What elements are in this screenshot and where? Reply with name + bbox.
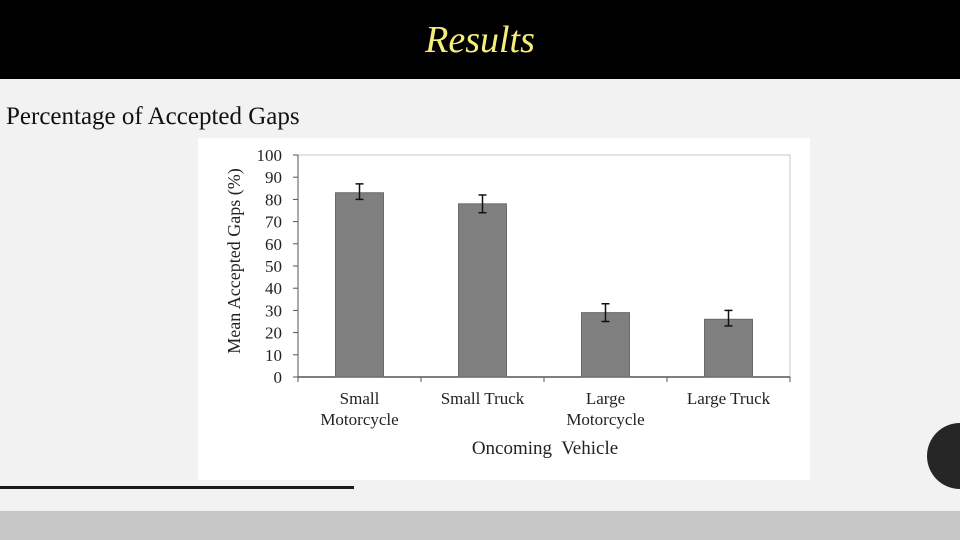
y-tick-label: 10 [265, 346, 282, 365]
y-tick-label: 0 [274, 368, 283, 387]
y-tick-label: 20 [265, 324, 282, 343]
footer-band [0, 511, 960, 540]
x-ticks: Small Motorcycle Small Truck Large Motorcycl… [297, 377, 791, 429]
y-ticks: 0 10 20 30 40 50 60 70 80 90 100 [257, 146, 298, 387]
y-axis-label: Mean Accepted Gaps (%) [224, 168, 245, 353]
chart-image: 0 10 20 30 40 50 60 70 80 90 100 Small Motorcycle Sm… [198, 138, 810, 480]
bar [458, 203, 507, 378]
decorative-rule [0, 486, 354, 489]
y-tick-label: 90 [265, 168, 282, 187]
bar [704, 318, 753, 378]
x-tick-label: Motorcycle [320, 410, 398, 429]
x-tick-label: Large Truck [687, 389, 771, 408]
bar [335, 192, 384, 378]
y-tick-label: 30 [265, 301, 282, 320]
corner-circle-decoration [927, 423, 960, 489]
y-tick-label: 60 [265, 235, 282, 254]
bar [581, 312, 630, 378]
x-tick-label: Small Truck [441, 389, 525, 408]
y-tick-label: 40 [265, 279, 282, 298]
slide-subtitle: Percentage of Accepted Gaps [6, 103, 300, 130]
y-tick-label: 80 [265, 190, 282, 209]
slide-title: Results [425, 19, 535, 61]
y-tick-label: 70 [265, 213, 282, 232]
x-tick-label: Motorcycle [566, 410, 644, 429]
bars [335, 183, 753, 378]
y-tick-label: 50 [265, 257, 282, 276]
title-bar [0, 0, 960, 79]
x-axis-label: Oncoming Vehicle [472, 438, 618, 459]
x-tick-label: Large [586, 389, 625, 408]
x-tick-label: Small [340, 389, 380, 408]
y-tick-label: 100 [257, 146, 283, 165]
